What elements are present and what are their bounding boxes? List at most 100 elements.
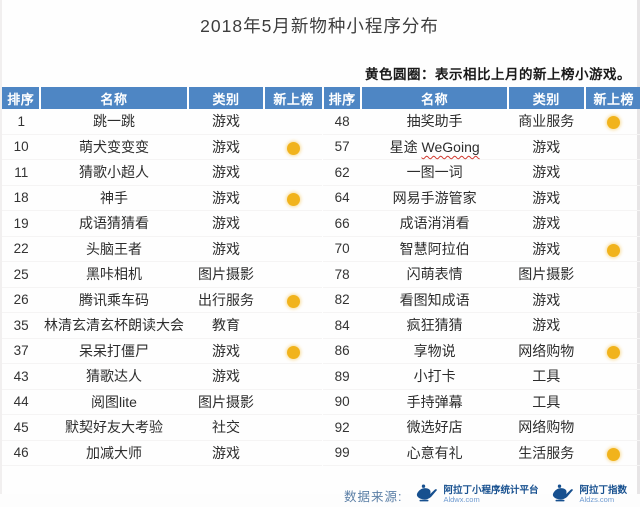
rank-cell: 82 [323, 287, 362, 313]
category-cell: 网络购物 [508, 338, 585, 364]
new-on-list-cell [264, 312, 322, 339]
aladdin-lamp-icon [550, 483, 576, 507]
rank-cell: 19 [2, 210, 41, 237]
data-source-label: 数据来源: [343, 489, 403, 504]
new-on-list-cell [264, 389, 322, 415]
table-row: 48 抽奖助手 商业服务 [323, 109, 640, 135]
new-on-list-cell [584, 236, 640, 262]
new-on-list-cell [264, 185, 322, 211]
category-cell: 游戏 [187, 185, 265, 211]
new-on-list-cell [584, 287, 640, 313]
column-header: 新上榜 [263, 87, 322, 109]
table-row: 18 神手 游戏 [2, 185, 322, 211]
rank-cell: 89 [323, 363, 362, 390]
ranking-table-left: 排序 名称 类别 新上榜 1 跳一跳 游戏 10 萌犬变变变 游戏 11 猜歌小超人 游戏 18 神手 游戏… [2, 87, 322, 466]
aladdin-lamp-icon [414, 483, 440, 507]
category-cell: 游戏 [187, 109, 265, 135]
new-on-list-cell [584, 312, 640, 339]
rank-cell: 1 [2, 109, 41, 135]
rank-cell: 64 [323, 185, 362, 211]
name-cell: 黑咔相机 [40, 261, 188, 288]
category-cell: 生活服务 [508, 440, 585, 466]
name-cell: 林清玄清玄杯朗读大会 [40, 312, 188, 339]
new-on-list-cell [584, 389, 640, 415]
category-cell: 图片摄影 [187, 389, 265, 415]
table-row: 35 林清玄清玄杯朗读大会 教育 [2, 312, 322, 339]
table-row: 22 头脑王者 游戏 [2, 236, 322, 262]
name-cell: 成语猜猜看 [40, 210, 188, 237]
name-cell: 加减大师 [40, 440, 188, 466]
rank-cell: 22 [2, 236, 41, 262]
column-header: 名称 [39, 87, 188, 109]
table-row: 57 星途 WeGoing 游戏 [323, 134, 640, 160]
new-on-list-cell [584, 261, 640, 288]
name-cell: 网易手游管家 [361, 185, 509, 211]
table-row: 10 萌犬变变变 游戏 [2, 134, 322, 160]
name-cell: 猜歌小超人 [40, 159, 188, 186]
table-row: 82 看图知成语 游戏 [323, 287, 640, 313]
category-cell: 出行服务 [187, 287, 265, 313]
table-row: 62 一图一词 游戏 [323, 159, 640, 186]
name-cell: 成语消消看 [361, 210, 509, 237]
ranking-table-right: 排序 名称 类别 新上榜 48 抽奖助手 商业服务 57 星途 WeGoing 游戏 62 一图一词… [321, 87, 640, 466]
rank-cell: 35 [2, 312, 41, 339]
table-row: 86 享物说 网络购物 [323, 338, 640, 364]
new-on-list-cell [264, 338, 322, 364]
name-cell: 默契好友大考验 [40, 414, 188, 441]
category-cell: 商业服务 [508, 109, 585, 135]
category-cell: 图片摄影 [187, 261, 265, 288]
new-on-list-cell [264, 363, 322, 390]
category-cell: 游戏 [187, 236, 265, 262]
table-row: 11 猜歌小超人 游戏 [2, 159, 322, 186]
category-cell: 游戏 [508, 312, 585, 339]
column-header: 排序 [321, 87, 362, 109]
rank-cell: 10 [2, 134, 41, 160]
category-cell: 工具 [508, 363, 585, 390]
rank-cell: 99 [323, 440, 362, 466]
new-on-list-cell [264, 287, 322, 313]
new-on-list-cell [584, 440, 640, 466]
rank-cell: 25 [2, 261, 41, 288]
name-cell: 小打卡 [361, 363, 509, 390]
tables-container: 排序 名称 类别 新上榜 1 跳一跳 游戏 10 萌犬变变变 游戏 11 猜歌小超人 游戏 18 神手 游戏… [2, 87, 640, 466]
rank-cell: 37 [2, 338, 41, 364]
rank-cell: 90 [323, 389, 362, 415]
name-cell: 看图知成语 [361, 287, 509, 313]
table-row: 1 跳一跳 游戏 [2, 109, 322, 135]
name-cell: 头脑王者 [40, 236, 188, 262]
rank-cell: 11 [2, 159, 41, 186]
name-cell: 享物说 [361, 338, 509, 364]
spellcheck-underline: WeGoing [421, 138, 480, 155]
category-cell: 游戏 [508, 236, 585, 262]
table-row: 43 猜歌达人 游戏 [2, 363, 322, 390]
rank-cell: 45 [2, 414, 41, 441]
table-row: 70 智慧阿拉伯 游戏 [323, 236, 640, 262]
new-on-list-cell [584, 134, 640, 160]
name-cell: 心意有礼 [361, 440, 509, 466]
category-cell: 网络购物 [508, 414, 585, 441]
category-cell: 游戏 [187, 210, 265, 237]
header-row: 排序 名称 类别 新上榜 [321, 87, 640, 109]
table-row: 64 网易手游管家 游戏 [323, 185, 640, 211]
new-on-list-cell [584, 159, 640, 186]
name-cell: 腾讯乘车码 [40, 287, 188, 313]
column-header: 排序 [2, 87, 41, 109]
table-row: 44 阅图lite 图片摄影 [2, 389, 322, 415]
category-cell: 游戏 [187, 159, 265, 186]
rank-cell: 46 [2, 440, 41, 466]
new-entry-dot [286, 345, 300, 359]
name-cell: 跳一跳 [40, 109, 188, 135]
column-header: 新上榜 [583, 87, 640, 109]
new-on-list-cell [584, 210, 640, 237]
rank-cell: 92 [323, 414, 362, 441]
category-cell: 社交 [187, 414, 265, 441]
category-cell: 游戏 [187, 363, 265, 390]
column-header: 名称 [360, 87, 509, 109]
column-header: 类别 [186, 87, 265, 109]
name-cell: 手持弹幕 [361, 389, 509, 415]
new-on-list-cell [584, 414, 640, 441]
rank-cell: 26 [2, 287, 41, 313]
new-entry-dot [286, 141, 300, 155]
category-cell: 游戏 [508, 159, 585, 186]
category-cell: 游戏 [508, 210, 585, 237]
